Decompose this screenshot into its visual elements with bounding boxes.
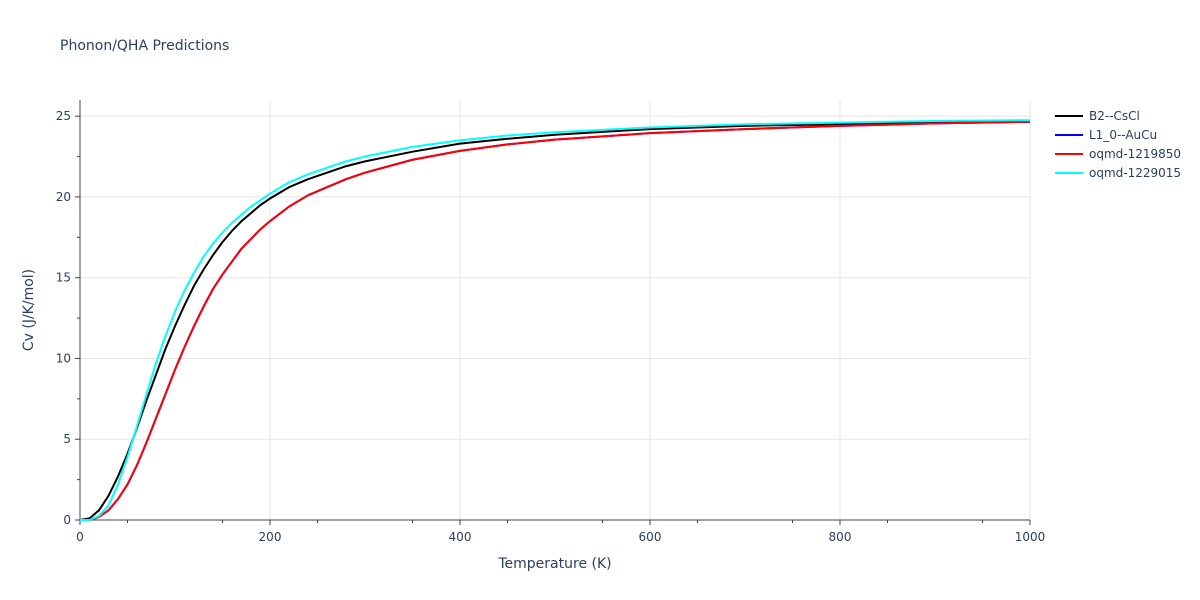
series-layer <box>79 119 1031 521</box>
legend-item[interactable]: L1_0--AuCu <box>1055 128 1157 142</box>
y-tick-label: 15 <box>56 271 71 285</box>
series-line-L1_0--AuCu <box>80 120 1031 521</box>
legend-label: L1_0--AuCu <box>1089 128 1157 142</box>
legend-label: oqmd-1219850 <box>1089 147 1181 161</box>
y-tick-label: 0 <box>63 513 71 527</box>
legend[interactable]: B2--CsCl L1_0--AuCu oqmd-1219850 oqmd-12290… <box>1055 109 1181 180</box>
y-tick-label: 20 <box>56 190 71 204</box>
x-tick-label: 400 <box>449 530 472 544</box>
grid-layer <box>80 100 1031 520</box>
x-tick-label: 0 <box>76 530 84 544</box>
x-tick-label: 1000 <box>1015 530 1046 544</box>
y-tick-label: 10 <box>56 351 71 365</box>
legend-item[interactable]: oqmd-1229015 <box>1055 166 1181 180</box>
series-line-oqmd-1229015 <box>80 119 1031 521</box>
y-tick-label: 5 <box>63 432 71 446</box>
series-line-oqmd-1219850 <box>80 120 1031 521</box>
x-tick-label: 800 <box>829 530 852 544</box>
legend-label: B2--CsCl <box>1089 109 1140 123</box>
x-tick-label: 200 <box>259 530 282 544</box>
chart-title: Phonon/QHA Predictions <box>60 38 229 54</box>
legend-label: oqmd-1229015 <box>1089 166 1181 180</box>
y-tick-label: 25 <box>56 109 71 123</box>
series-line-B2--CsCl <box>79 120 1031 521</box>
x-tick-label: 600 <box>639 530 662 544</box>
axis-layer: 0 200 400 600 800 1000 0 5 10 15 20 25 <box>56 100 1046 544</box>
legend-item[interactable]: oqmd-1219850 <box>1055 147 1181 161</box>
x-axis-title: Temperature (K) <box>497 556 611 572</box>
y-axis-title: Cv (J/K/mol) <box>21 269 37 351</box>
legend-item[interactable]: B2--CsCl <box>1055 109 1140 123</box>
